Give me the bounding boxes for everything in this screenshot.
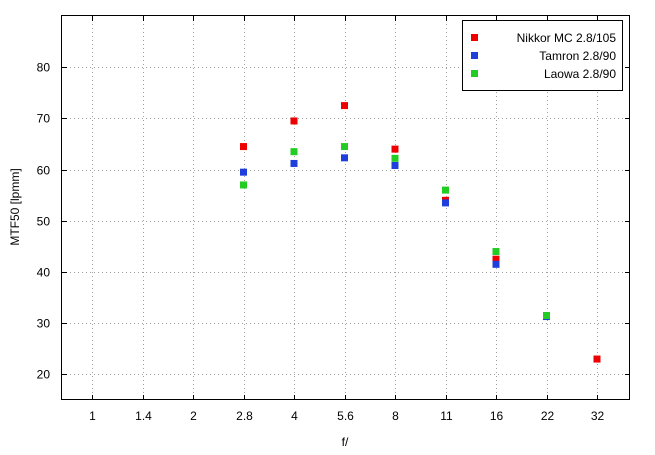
legend-marker — [471, 70, 478, 77]
data-point — [341, 154, 348, 162]
data-point — [593, 355, 601, 363]
y-tick-label: 80 — [37, 61, 51, 75]
x-tick-label: 1 — [89, 409, 96, 423]
y-tick-label: 20 — [37, 368, 51, 382]
x-tick-label: 2 — [190, 409, 197, 423]
x-tick-label: 11 — [440, 409, 453, 423]
data-point — [240, 181, 247, 189]
y-tick-label: 40 — [37, 266, 51, 280]
data-point — [391, 162, 399, 170]
x-tick-label: 4 — [291, 409, 298, 423]
y-tick-label: 60 — [37, 164, 51, 178]
x-tick-label: 8 — [392, 409, 399, 423]
x-tick-label: 22 — [541, 409, 555, 423]
data-point — [492, 248, 500, 256]
y-axis-title: MTF50 [lpmm] — [8, 168, 22, 245]
y-tick-label: 30 — [37, 317, 51, 331]
axes: 1 1.4 2 2.8 4 5.6 8 11 16 22 32 20 30 40 50 60 70 80 — [37, 16, 630, 423]
y-tick-label: 70 — [37, 112, 51, 126]
data-point — [442, 186, 449, 194]
legend-label: Nikkor MC 2.8/105 — [517, 31, 617, 45]
data-point — [240, 143, 247, 151]
x-tick-label: 5.6 — [337, 409, 354, 423]
legend-marker — [471, 52, 478, 59]
data-point — [290, 148, 298, 156]
data-point — [492, 260, 500, 268]
data-points — [240, 102, 601, 363]
x-tick-label: 1.4 — [135, 409, 152, 423]
x-axis-title: f/ — [342, 435, 349, 449]
data-point — [391, 145, 399, 153]
data-point — [341, 102, 348, 110]
x-tick-label: 16 — [490, 409, 504, 423]
legend-marker — [471, 34, 478, 41]
x-tick-label: 2.8 — [236, 409, 253, 423]
data-point — [391, 154, 399, 162]
data-point — [240, 168, 247, 176]
data-point — [341, 143, 348, 151]
legend-label: Tamron 2.8/90 — [539, 49, 616, 63]
data-point — [290, 117, 298, 125]
data-point — [492, 255, 500, 263]
data-point — [543, 312, 550, 320]
x-tick-label: 32 — [591, 409, 605, 423]
legend: Nikkor MC 2.8/105 Tamron 2.8/90 Laowa 2.8/… — [462, 20, 623, 91]
y-tick-label: 50 — [37, 215, 51, 229]
legend-label: Laowa 2.8/90 — [544, 67, 616, 81]
data-point — [442, 199, 449, 207]
legend-box — [462, 20, 623, 91]
data-point — [290, 159, 298, 167]
